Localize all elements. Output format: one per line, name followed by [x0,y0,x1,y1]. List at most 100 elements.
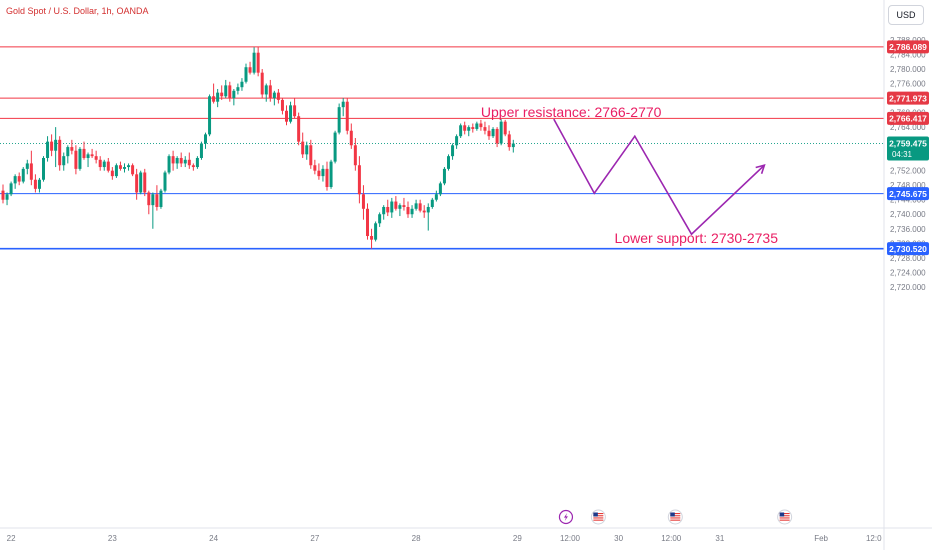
time-tick-label: 12:00 [560,534,581,543]
projection-zigzag [553,118,765,236]
candle-body [370,236,374,240]
flag-icon-ring [590,509,606,525]
candle-body [66,147,70,157]
candle-body [297,116,301,142]
candle-body [139,172,143,193]
candle-body [268,85,272,99]
price-tick-label: 2,764.000 [890,123,926,132]
candle-body [58,139,62,166]
us-flag-icon[interactable] [777,509,793,525]
candle-body [70,147,74,151]
candle-body [406,206,410,215]
candle-body [50,141,54,151]
candle-body [191,165,195,168]
candle-body [244,67,248,82]
candle-body [118,165,122,169]
candle-body [179,157,183,164]
candle-body [345,101,349,131]
price-tag-bg [887,187,929,201]
price-tick-label: 2,736.000 [890,225,926,234]
candle-body [220,92,224,97]
flag-stripe [593,515,604,517]
candle-body [293,105,297,117]
time-tick-label: 24 [209,534,218,543]
candle-body [394,201,398,209]
candle-body [131,165,135,175]
us-flag-icon[interactable] [590,509,606,525]
candle-body [74,150,78,169]
us-flag-icon[interactable] [667,509,683,525]
candle-body [374,223,378,240]
candle-body [159,190,163,207]
price-tag-text: 2,766.417 [889,114,927,124]
candle-body [236,87,240,91]
candle-body [82,148,86,158]
flag-stripe [779,515,790,517]
candle-body [216,92,220,102]
candle-body [280,99,284,111]
currency-button[interactable]: USD [888,5,924,25]
candle-body [163,172,167,191]
candle-body [13,176,17,184]
candle-body [62,156,66,166]
candle-body [25,163,29,169]
time-tick-label: 30 [614,534,623,543]
candle-body [378,214,382,224]
candle-body [382,206,386,215]
candle-body [471,127,475,129]
flag-canton [593,512,598,517]
price-tag-text: 2,730.520 [889,244,927,254]
candle-body [499,121,503,144]
candle-body [276,92,280,100]
candle-body [285,110,288,122]
price-tick-label: 2,752.000 [890,167,926,176]
time-tick-label: 28 [412,534,421,543]
candle-body [390,201,394,213]
lightning-icon[interactable] [558,509,574,525]
candle-body [9,183,13,195]
candle-body [240,81,244,88]
candle-body [507,134,511,148]
candle-body [475,123,479,129]
candle-body [78,148,82,169]
candle-body [29,163,33,180]
flag-canton [670,512,675,517]
candle-body [208,96,212,135]
time-axis[interactable]: 22 23 24 27 28 29 12:00 30 12:00 31 Feb 12:0 [0,527,932,543]
candle-body [102,161,106,168]
candle-body [228,85,232,99]
projection-path [553,118,766,236]
candle-body [248,67,252,73]
candle-body [127,165,131,168]
candle-body [479,123,483,128]
flag-stripe [779,513,790,515]
candle-body [426,206,430,213]
candle-body [349,130,353,146]
candle-body [264,85,268,95]
flag-stripe [593,517,604,519]
candle-body [329,161,333,188]
time-tick-label: 31 [715,534,724,543]
candle-body [54,139,58,151]
candle-body [42,157,45,180]
candle-body [447,156,450,169]
lightning-icon-bolt [563,513,568,521]
flag-stripe [593,519,604,521]
candle-body [398,205,402,209]
candle-body [459,125,463,137]
candle-body [451,145,455,157]
candle-body [123,167,126,169]
candle-body [5,194,9,200]
candle-body [195,157,199,168]
candle-body [212,96,216,102]
candle-body [495,128,499,144]
candle-body [341,101,345,108]
price-tick-label: 2,740.000 [890,210,926,219]
candles [1,46,515,249]
candle-body [17,176,21,182]
candle-body [353,145,357,166]
candle-body [418,203,422,211]
upper-resistance-label: Upper resistance: 2766-2770 [481,104,662,120]
